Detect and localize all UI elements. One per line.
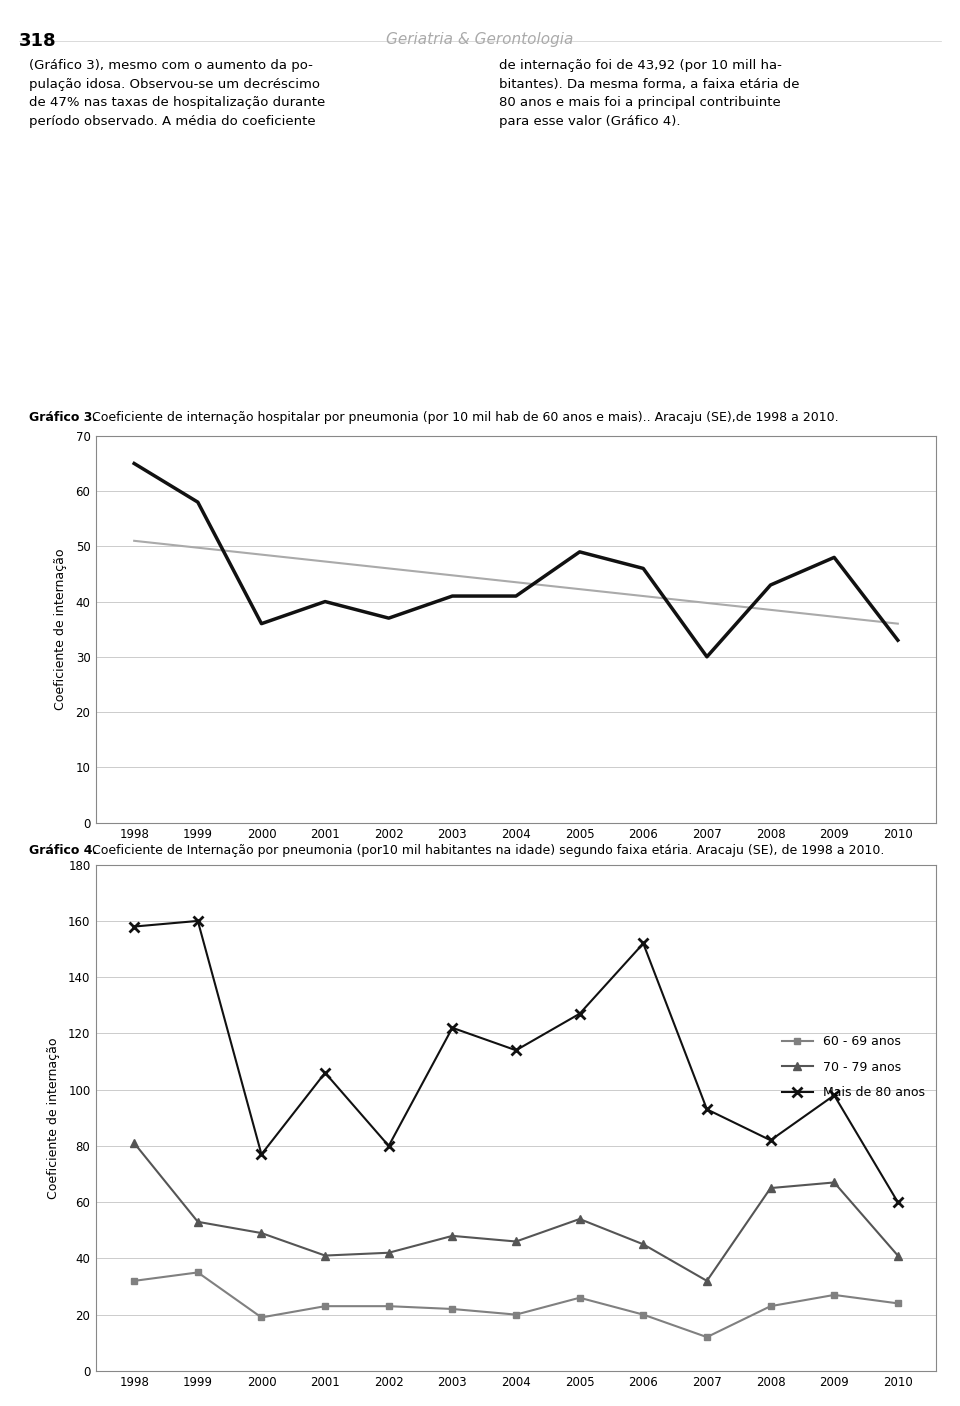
Y-axis label: Coeficiente de internação: Coeficiente de internação	[54, 548, 67, 710]
Text: (Gráfico 3), mesmo com o aumento da po-
pulação idosa. Observou-se um decréscimo: (Gráfico 3), mesmo com o aumento da po- …	[29, 59, 325, 128]
Text: Gráfico 3.: Gráfico 3.	[29, 411, 97, 423]
Text: Geriatria & Gerontologia: Geriatria & Gerontologia	[386, 32, 574, 48]
Legend: 60 - 69 anos, 70 - 79 anos, Mais de 80 anos: 60 - 69 anos, 70 - 79 anos, Mais de 80 a…	[777, 1031, 929, 1104]
Text: Gráfico 4.: Gráfico 4.	[29, 844, 97, 856]
Text: de internação foi de 43,92 (por 10 mill ha-
bitantes). Da mesma forma, a faixa e: de internação foi de 43,92 (por 10 mill …	[499, 59, 800, 128]
Text: Coeficiente de Internação por pneumonia (por10 mil habitantes na idade) segundo : Coeficiente de Internação por pneumonia …	[88, 844, 885, 856]
Y-axis label: Coeficiente de internação: Coeficiente de internação	[47, 1038, 60, 1198]
Text: 318: 318	[19, 32, 57, 51]
Text: Coeficiente de internação hospitalar por pneumonia (por 10 mil hab de 60 anos e : Coeficiente de internação hospitalar por…	[88, 411, 839, 423]
